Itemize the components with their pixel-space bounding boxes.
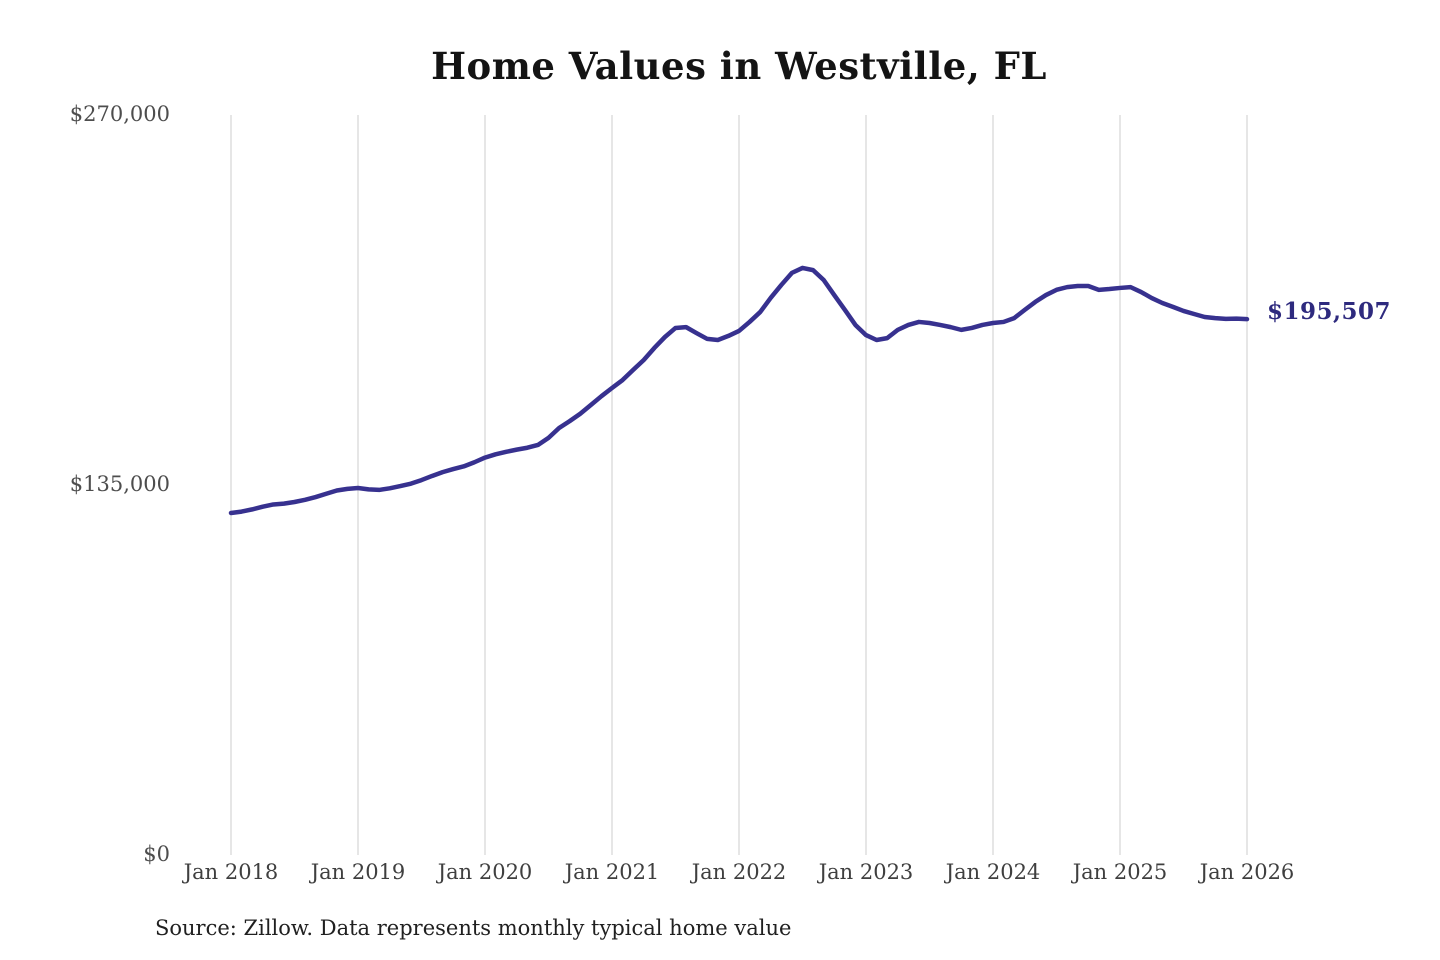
y-axis-label-270000: $270,000: [69, 102, 170, 126]
x-axis-label: Jan 2023: [818, 860, 914, 884]
x-axis-label: Jan 2026: [1199, 860, 1295, 884]
home-value-line: [228, 265, 1250, 516]
x-axis-label: Jan 2024: [945, 860, 1041, 884]
chart-title: Home Values in Westville, FL: [431, 44, 1047, 88]
x-axis-label: Jan 2025: [1072, 860, 1168, 884]
x-axis-label: Jan 2020: [437, 860, 533, 884]
x-axis-label: Jan 2019: [310, 860, 406, 884]
y-axis-label-0: $0: [143, 842, 170, 866]
plot-area: [228, 115, 1250, 855]
latest-value-annotation: $195,507: [1267, 298, 1392, 325]
x-axis-label: Jan 2022: [691, 860, 787, 884]
y-axis-label-135000: $135,000: [69, 472, 170, 496]
x-axis-label: Jan 2018: [183, 860, 279, 884]
x-axis-label: Jan 2021: [564, 860, 660, 884]
source-note: Source: Zillow. Data represents monthly …: [155, 916, 792, 940]
x-axis: Jan 2018 Jan 2019 Jan 2020 Jan 2021 Jan 2022…: [0, 860, 1440, 890]
chart-canvas: [228, 115, 1250, 855]
